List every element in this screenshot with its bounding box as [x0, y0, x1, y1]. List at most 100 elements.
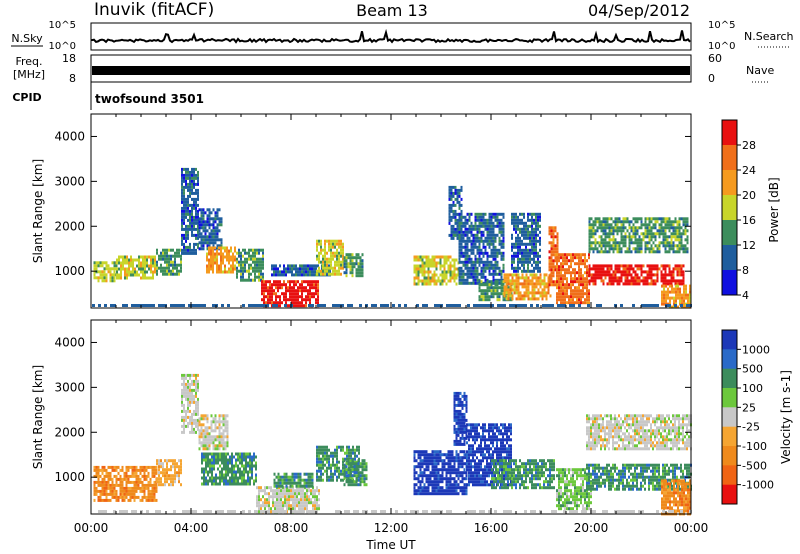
power-cell — [624, 250, 627, 254]
power-cell — [636, 229, 639, 233]
power-cell — [195, 200, 197, 204]
velocity-cell — [218, 432, 221, 436]
power-cell — [126, 255, 128, 259]
power-cell — [202, 223, 205, 227]
power-cell — [103, 276, 106, 280]
velocity-cell — [97, 480, 100, 484]
velocity-cell — [211, 461, 213, 465]
power-cell — [185, 233, 187, 237]
power-cell — [330, 266, 332, 270]
velocity-cell — [153, 486, 156, 490]
power-cell — [216, 264, 218, 268]
velocity-cell — [272, 498, 274, 502]
velocity-cell — [288, 489, 290, 493]
power-cell — [519, 276, 522, 280]
power-cell — [636, 217, 639, 221]
power-cell — [654, 220, 657, 224]
power-cell — [460, 236, 463, 240]
power-cell — [285, 267, 287, 271]
power-cell — [466, 212, 469, 216]
power-cell — [661, 296, 663, 300]
power-cell — [273, 273, 275, 277]
power-cell — [313, 264, 315, 268]
power-cell — [120, 276, 122, 280]
velocity-cell — [191, 418, 193, 422]
power-cell — [456, 233, 459, 237]
velocity-cell — [151, 468, 154, 472]
velocity-cell — [208, 441, 211, 445]
power-cell — [682, 220, 685, 224]
power-cell — [433, 261, 436, 265]
power-cell — [598, 270, 601, 274]
power-cell — [580, 283, 582, 287]
power-cell — [263, 301, 265, 305]
power-cell — [666, 244, 669, 248]
power-cell — [570, 301, 572, 305]
velocity-cell — [258, 495, 260, 499]
power-cell — [554, 226, 557, 230]
power-cell — [128, 270, 130, 274]
power-cell — [588, 244, 591, 248]
power-cell — [638, 267, 641, 271]
velocity-cell — [229, 455, 231, 459]
power-cell — [654, 279, 657, 283]
power-cell — [556, 271, 558, 275]
power-cell — [610, 223, 613, 227]
power-cell — [482, 212, 485, 216]
power-cell — [562, 289, 564, 293]
velocity-cell — [127, 477, 130, 481]
power-cell — [648, 250, 651, 254]
power-cell — [586, 295, 588, 299]
power-cell — [592, 279, 595, 283]
power-cell — [193, 248, 195, 252]
power-cell — [614, 226, 617, 230]
power-cell — [347, 256, 350, 260]
power-cell — [646, 241, 649, 245]
power-cell — [511, 266, 513, 270]
power-cell — [244, 248, 246, 252]
power-cell — [662, 217, 665, 221]
beam-title: Beam 13 — [356, 1, 428, 20]
power-cell — [656, 279, 659, 283]
power-cell — [187, 233, 189, 237]
velocity-cell — [101, 483, 104, 487]
velocity-cell — [223, 473, 225, 477]
power-cell — [181, 188, 183, 192]
velocity-cell — [239, 452, 241, 456]
power-cell — [682, 244, 685, 248]
velocity-cell — [189, 400, 191, 404]
power-cell — [608, 282, 611, 286]
velocity-cell — [185, 397, 187, 401]
power-cell — [586, 301, 588, 305]
power-cell — [311, 295, 313, 299]
power-cell — [105, 267, 108, 271]
power-cell — [415, 270, 418, 274]
power-cell — [273, 292, 275, 296]
power-cell — [326, 257, 328, 261]
power-cell — [342, 245, 344, 249]
power-cell — [478, 286, 481, 290]
power-cell — [464, 263, 467, 267]
velocity-cell — [160, 480, 162, 484]
power-cell — [529, 254, 531, 258]
velocity-cell — [233, 455, 235, 459]
power-cell — [212, 252, 214, 256]
power-cell — [271, 295, 273, 299]
power-cell — [324, 239, 326, 243]
power-cell — [178, 263, 180, 267]
power-cell — [478, 272, 481, 276]
velocity-cell — [121, 492, 124, 496]
velocity-cell — [166, 462, 168, 466]
velocity-cell — [288, 507, 290, 511]
power-cell — [293, 273, 295, 277]
power-cell — [612, 273, 615, 277]
velocity-cell — [170, 477, 172, 481]
power-cell — [317, 298, 319, 302]
velocity-cell — [197, 373, 199, 377]
power-cell — [502, 230, 505, 234]
velocity-cell — [158, 483, 160, 487]
velocity-cell — [215, 458, 217, 462]
power-cell — [425, 258, 428, 262]
power-cell — [181, 182, 183, 186]
power-cell — [558, 280, 560, 284]
